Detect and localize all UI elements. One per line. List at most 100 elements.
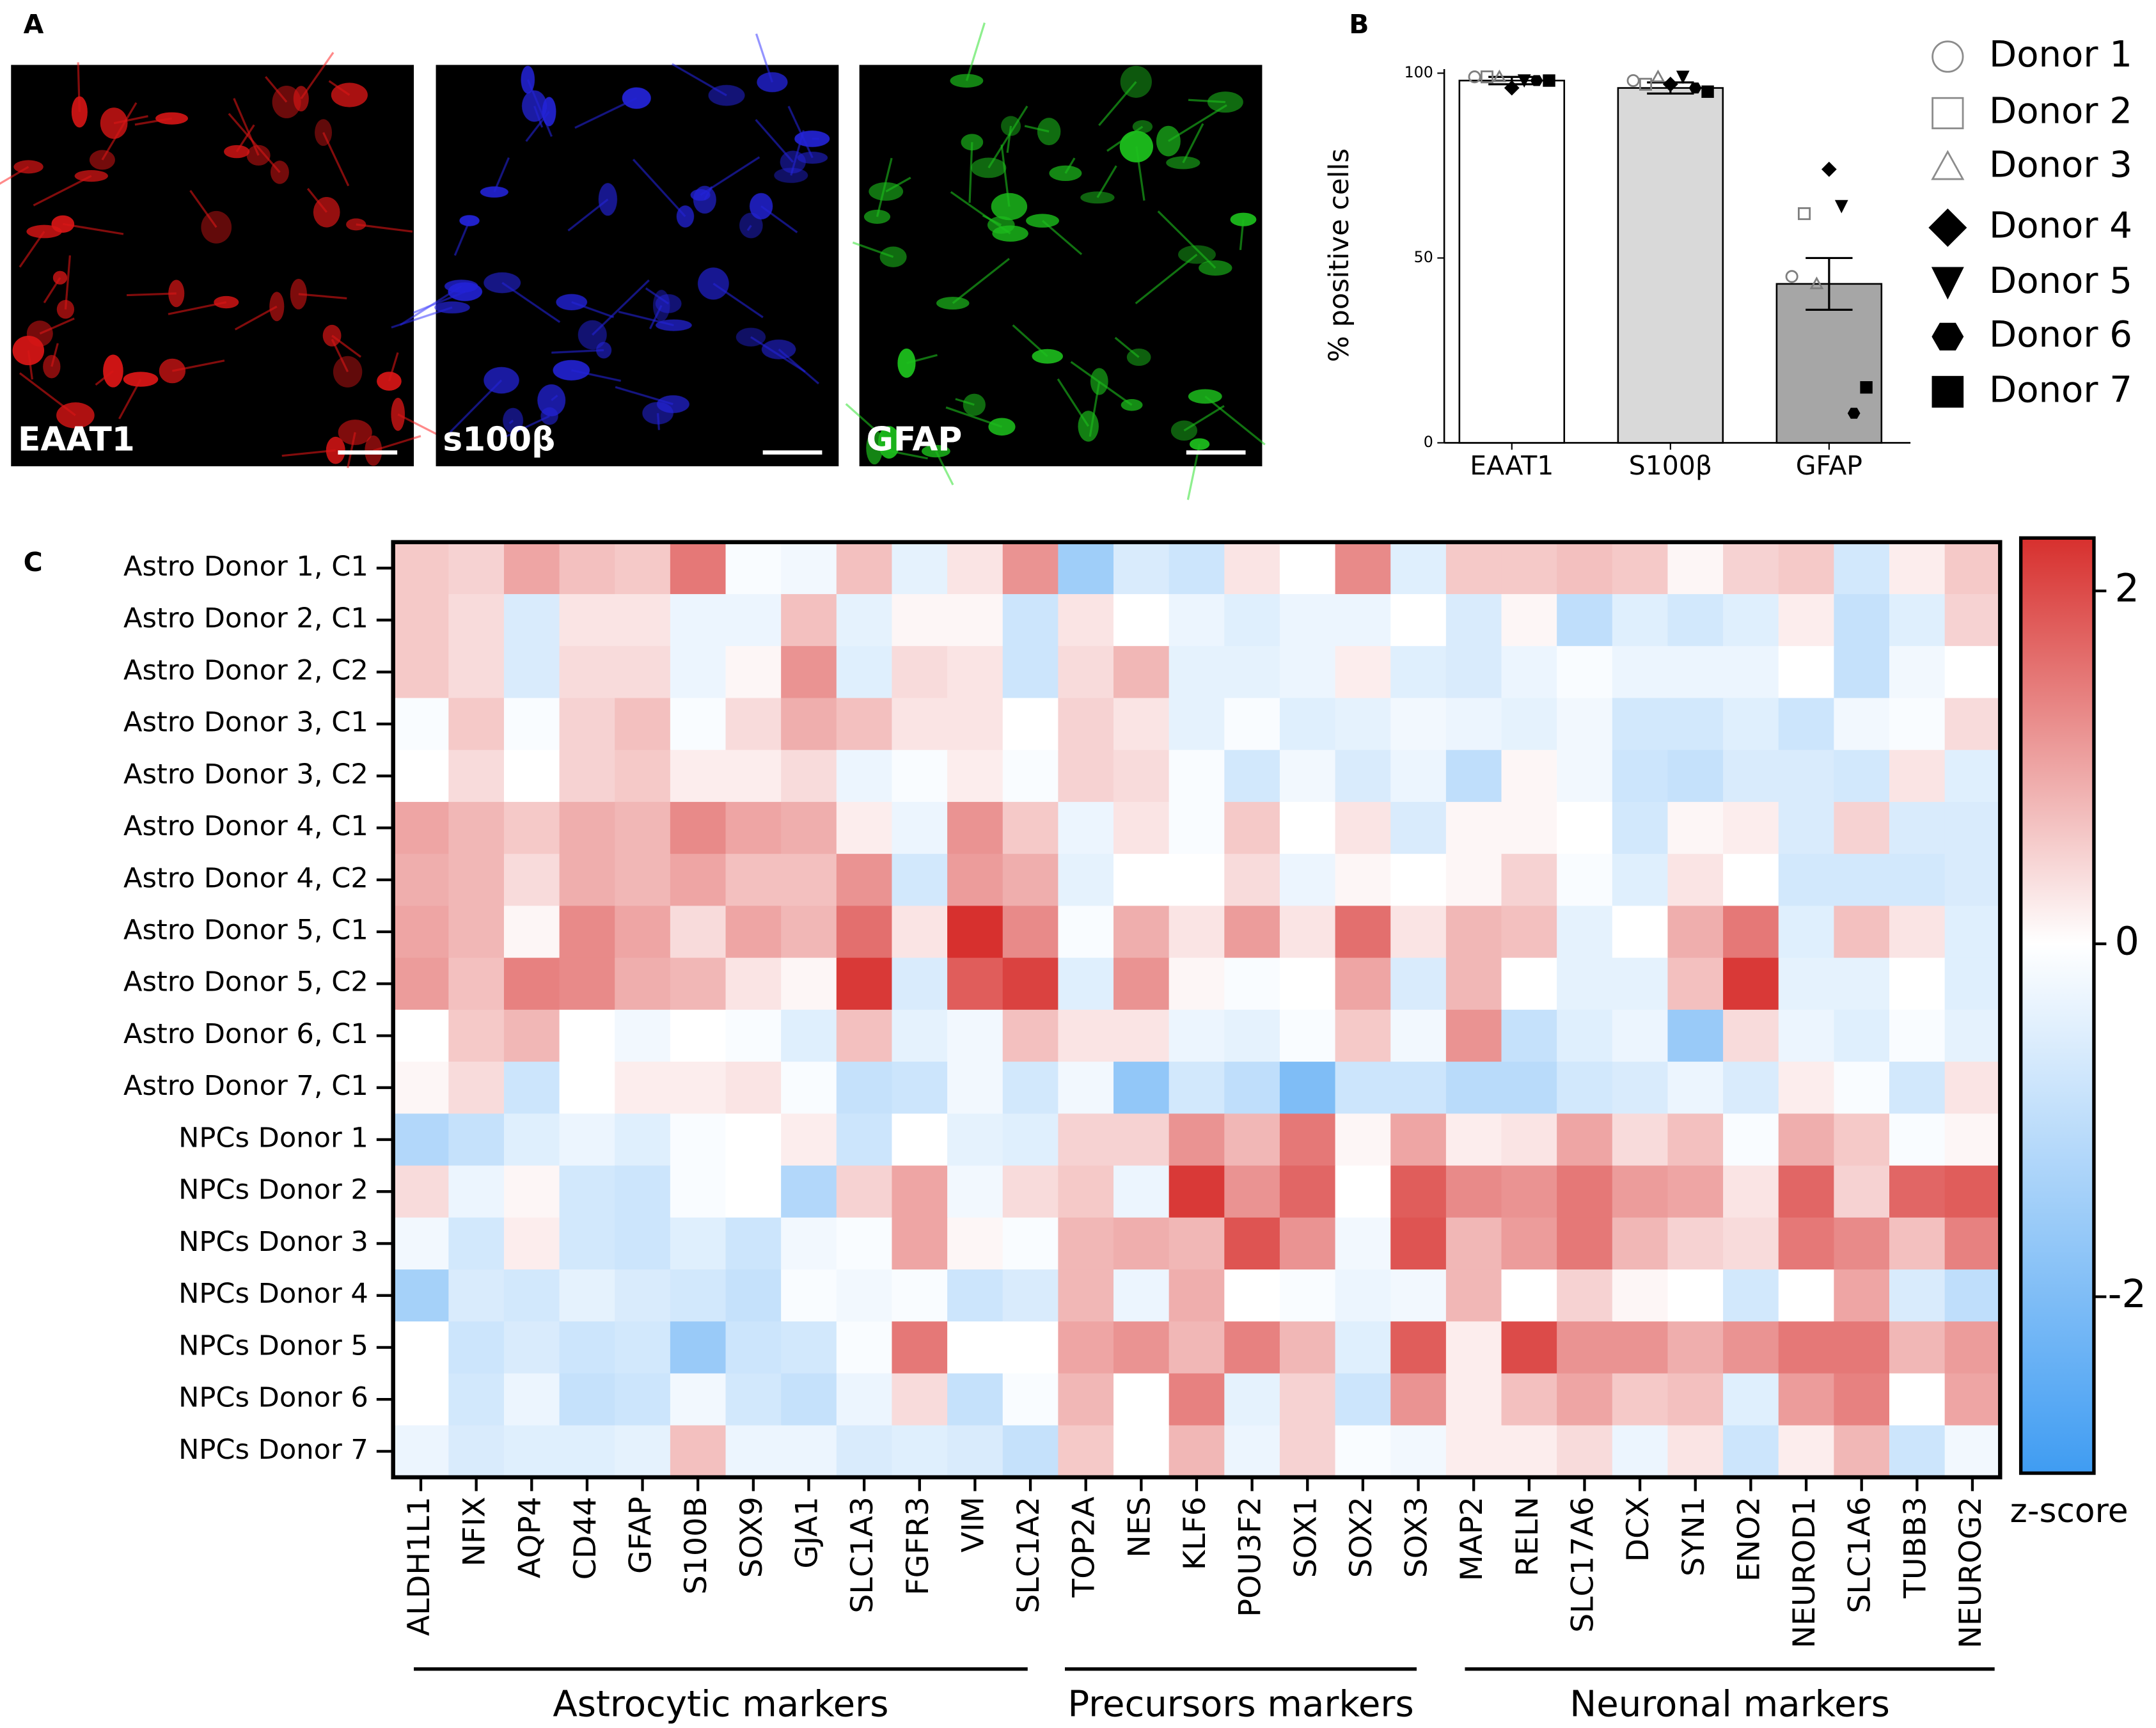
heatmap-cell <box>947 1373 1003 1426</box>
heatmap-cell <box>1002 593 1059 647</box>
heatmap-cell <box>1113 957 1170 1010</box>
heatmap-cell <box>393 1269 450 1323</box>
heatmap-cell <box>836 542 893 595</box>
heatmap-cell <box>1834 854 1891 907</box>
process <box>988 106 1028 169</box>
heatmap-cell <box>503 1217 560 1271</box>
heatmap-cell <box>1667 1217 1724 1271</box>
heatmap-cell <box>836 1217 893 1271</box>
heatmap-cell <box>1224 1062 1281 1115</box>
legend-marker <box>1931 267 1964 300</box>
heatmap-cell <box>1889 957 1946 1010</box>
cell-body <box>652 290 670 322</box>
process <box>1188 98 1225 104</box>
process <box>322 132 350 187</box>
heatmap-cell <box>781 1217 837 1271</box>
heatmap-cell <box>1002 1113 1059 1166</box>
heatmap-cell <box>781 646 837 699</box>
process <box>101 102 138 161</box>
heatmap-cell <box>615 1425 671 1479</box>
heatmap-cell <box>1058 1165 1115 1218</box>
process <box>1070 361 1133 406</box>
cell-body <box>936 297 970 310</box>
cell-body <box>89 150 115 170</box>
heatmap-cell <box>1612 698 1669 751</box>
heatmap-cell <box>559 1373 616 1426</box>
heatmap-cell <box>892 1113 948 1166</box>
heatmap-cell <box>725 542 782 595</box>
column-label: SYN1 <box>1676 1496 1711 1576</box>
heatmap-cell <box>1501 906 1558 959</box>
data-point <box>1860 381 1873 394</box>
heatmap-cell <box>781 750 837 803</box>
heatmap-cell <box>1058 542 1115 595</box>
heatmap-cell <box>1279 646 1336 699</box>
heatmap-cell <box>725 801 782 855</box>
heatmap-cell <box>1224 1113 1281 1166</box>
data-point <box>1651 69 1665 82</box>
legend-marker <box>1932 40 1964 73</box>
heatmap-cell <box>670 906 727 959</box>
heatmap-cell <box>1113 1062 1170 1115</box>
heatmap-cell <box>670 1062 727 1115</box>
heatmap-cell <box>615 646 671 699</box>
heatmap-cell <box>836 1062 893 1115</box>
process <box>551 349 604 354</box>
micrograph <box>436 65 839 467</box>
heatmap-cell <box>836 1009 893 1063</box>
cell-body <box>290 278 307 310</box>
heatmap-cell <box>725 750 782 803</box>
heatmap-cell <box>1557 542 1613 595</box>
heatmap-cell <box>1168 1217 1225 1271</box>
heatmap-cell <box>1279 854 1336 907</box>
heatmap-cell <box>670 1373 727 1426</box>
heatmap-cell <box>1834 801 1891 855</box>
process <box>39 317 75 335</box>
heatmap-cell <box>503 1269 560 1323</box>
cell-body <box>655 294 682 313</box>
heatmap-cell <box>1778 1113 1835 1166</box>
heatmap-cell <box>615 957 671 1010</box>
heatmap-cell <box>1667 1165 1724 1218</box>
panel-label: B <box>1349 9 1369 40</box>
heatmap-cell <box>1612 750 1669 803</box>
heatmap-cell <box>1445 542 1502 595</box>
cell-body <box>322 324 342 347</box>
cell-body <box>1207 91 1243 113</box>
heatmap-cell <box>1612 1113 1669 1166</box>
process <box>233 98 260 156</box>
column-label: SOX1 <box>1288 1496 1323 1578</box>
process <box>1096 165 1117 198</box>
heatmap-cell <box>725 854 782 907</box>
heatmap-cell <box>1778 1165 1835 1218</box>
heatmap-cell <box>1002 1425 1059 1479</box>
heatmap-cell <box>1335 542 1392 595</box>
heatmap-cell <box>1557 1113 1613 1166</box>
heatmap-cell <box>1723 750 1779 803</box>
cell-body <box>168 279 185 308</box>
heatmap-cell <box>1834 750 1891 803</box>
heatmap-cell <box>393 854 450 907</box>
heatmap-cell <box>1335 750 1392 803</box>
heatmap-cell <box>1058 1373 1115 1426</box>
cell-body <box>879 246 907 267</box>
process <box>968 142 973 203</box>
heatmap-cell <box>1445 1269 1502 1323</box>
heatmap-cell <box>1168 1165 1225 1218</box>
process <box>265 75 288 103</box>
heatmap-cell <box>670 750 727 803</box>
column-label: SOX2 <box>1344 1496 1379 1578</box>
heatmap-cell <box>892 750 948 803</box>
heatmap-cell <box>1224 1425 1281 1479</box>
heatmap-cell <box>1723 1269 1779 1323</box>
heatmap-cell <box>1723 1321 1779 1374</box>
x-tick-label: GFAP <box>1796 450 1862 481</box>
heatmap-cell <box>615 906 671 959</box>
heatmap-cell <box>1667 1009 1724 1063</box>
heatmap-cell <box>1667 906 1724 959</box>
heatmap-cell <box>448 750 505 803</box>
heatmap-cell <box>1113 750 1170 803</box>
heatmap-cell <box>670 698 727 751</box>
heatmap-cell <box>1445 1321 1502 1374</box>
heatmap-cell <box>1667 1113 1724 1166</box>
